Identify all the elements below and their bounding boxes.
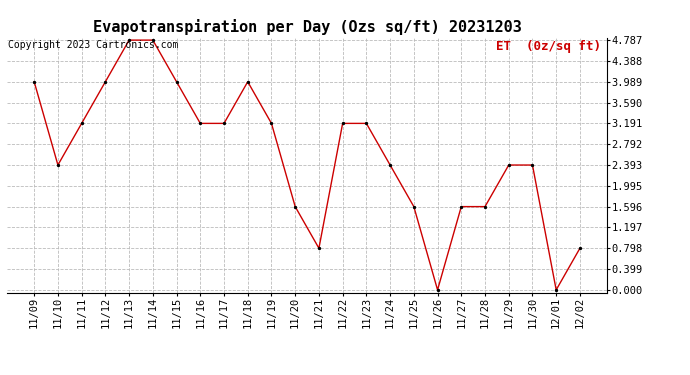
Point <box>337 120 348 126</box>
Point <box>266 120 277 126</box>
Point <box>456 204 467 210</box>
Point <box>432 287 443 293</box>
Point <box>147 37 158 43</box>
Point <box>574 245 585 251</box>
Point <box>313 245 324 251</box>
Point <box>100 79 111 85</box>
Point <box>242 79 253 85</box>
Text: Copyright 2023 Cartronics.com: Copyright 2023 Cartronics.com <box>8 40 179 50</box>
Point <box>480 204 491 210</box>
Point <box>384 162 395 168</box>
Point <box>551 287 562 293</box>
Point <box>195 120 206 126</box>
Point <box>503 162 514 168</box>
Point <box>76 120 87 126</box>
Point <box>29 79 40 85</box>
Point <box>527 162 538 168</box>
Text: ET  (0z/sq ft): ET (0z/sq ft) <box>496 40 601 53</box>
Title: Evapotranspiration per Day (Ozs sq/ft) 20231203: Evapotranspiration per Day (Ozs sq/ft) 2… <box>92 19 522 35</box>
Point <box>171 79 182 85</box>
Point <box>52 162 63 168</box>
Point <box>124 37 135 43</box>
Point <box>361 120 372 126</box>
Point <box>408 204 420 210</box>
Point <box>219 120 230 126</box>
Point <box>290 204 301 210</box>
